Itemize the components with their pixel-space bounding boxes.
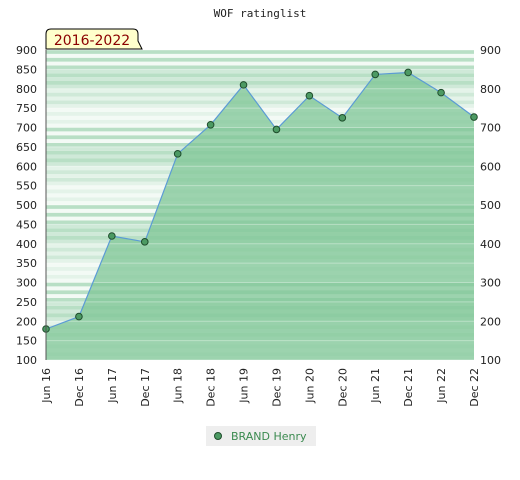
data-point [108,232,116,240]
legend-box [206,426,316,446]
background-band [46,84,474,89]
y-tick-label-right: 800 [480,83,501,96]
series-line [45,71,475,330]
legend: BRAND Henry [206,426,316,446]
data-point [173,150,182,158]
chart-title: WOF ratinglist [214,7,307,20]
x-axis: Jun 16 Dec 16 Jun 17 Dec 17 Jun 18 Dec 18 Jun … [40,368,481,407]
data-points [42,68,478,333]
badge-label: 2016-2022 [54,33,130,49]
x-tick-label: Dec 21 [402,368,415,407]
x-tick-label: Dec 20 [336,368,349,407]
line-layer [45,71,475,330]
area-layer [46,72,474,360]
y-tick-label-left: 800 [16,83,37,96]
y-tick-label-left: 600 [16,160,37,173]
y-tick-label-right: 700 [480,122,501,135]
background-band [46,96,474,101]
y-tick-label-left: 500 [16,199,37,212]
data-point [404,68,412,77]
y-axis-left: 100 150 200 250 300 350 400 450 500 550 600 650 700 7… [16,44,47,367]
data-point [437,88,445,97]
y-tick-label-left: 350 [16,257,37,270]
data-point [470,113,478,121]
y-tick-label-right: 100 [480,354,501,367]
y-tick-label-left: 900 [16,44,37,57]
x-tick-label: Dec 19 [270,368,283,407]
y-tick-label-left: 150 [16,335,37,348]
data-point [338,114,347,122]
y-tick-label-left: 850 [16,63,37,76]
series-area [46,72,474,360]
y-axis-right: 100 200 300 400 500 600 700 800 900 [480,44,501,367]
data-point [305,91,314,100]
y-tick-label-left: 250 [16,296,37,309]
x-tick-label: Dec 17 [139,368,152,407]
y-tick-label-right: 500 [480,199,501,212]
data-point [140,238,149,246]
x-tick-label: Jun 17 [106,368,119,404]
background-band [46,88,474,93]
y-tick-label-right: 900 [480,44,501,57]
y-tick-label-left: 700 [16,122,37,135]
x-tick-label: Jun 16 [40,368,53,404]
y-tick-label-right: 200 [480,315,501,328]
x-tick-label: Dec 16 [73,368,86,407]
background-band [46,92,474,97]
x-tick-label: Jun 22 [435,368,448,404]
y-tick-label-right: 300 [480,277,501,290]
y-tick-label-left: 650 [16,141,37,154]
background-band [46,73,474,78]
background-band [46,81,474,85]
y-tick-label-left: 100 [16,354,37,367]
x-tick-label: Jun 18 [172,368,185,404]
x-tick-label: Dec 18 [205,368,218,407]
period-badge: 2016-2022 [45,28,143,50]
y-tick-label-right: 600 [480,160,501,173]
background-band [46,61,474,66]
y-tick-label-left: 550 [16,180,37,193]
y-tick-label-left: 400 [16,238,37,251]
background-band [46,100,474,105]
y-tick-label-right: 400 [480,238,501,251]
data-point [239,81,248,89]
background-band [46,53,474,58]
data-point [371,70,380,79]
grid-lines [46,49,474,361]
badge-shape [45,28,143,50]
x-tick-label: Jun 20 [303,368,316,404]
y-tick-label-left: 450 [16,218,37,231]
background-band [46,69,474,74]
data-point [272,125,281,134]
legend-series-name: BRAND Henry [231,430,307,443]
background-band [46,77,474,81]
background-band [46,50,474,54]
legend-marker [214,432,222,440]
x-tick-label: Jun 21 [369,368,382,404]
data-point [75,312,83,321]
y-tick-label-left: 200 [16,315,37,328]
data-point [206,120,215,129]
x-tick-label: Dec 22 [468,368,481,407]
background-band [46,57,474,62]
x-tick-label: Jun 19 [238,368,251,404]
y-tick-label-left: 750 [16,102,37,115]
background-band [46,65,474,70]
y-tick-label-left: 300 [16,277,37,290]
